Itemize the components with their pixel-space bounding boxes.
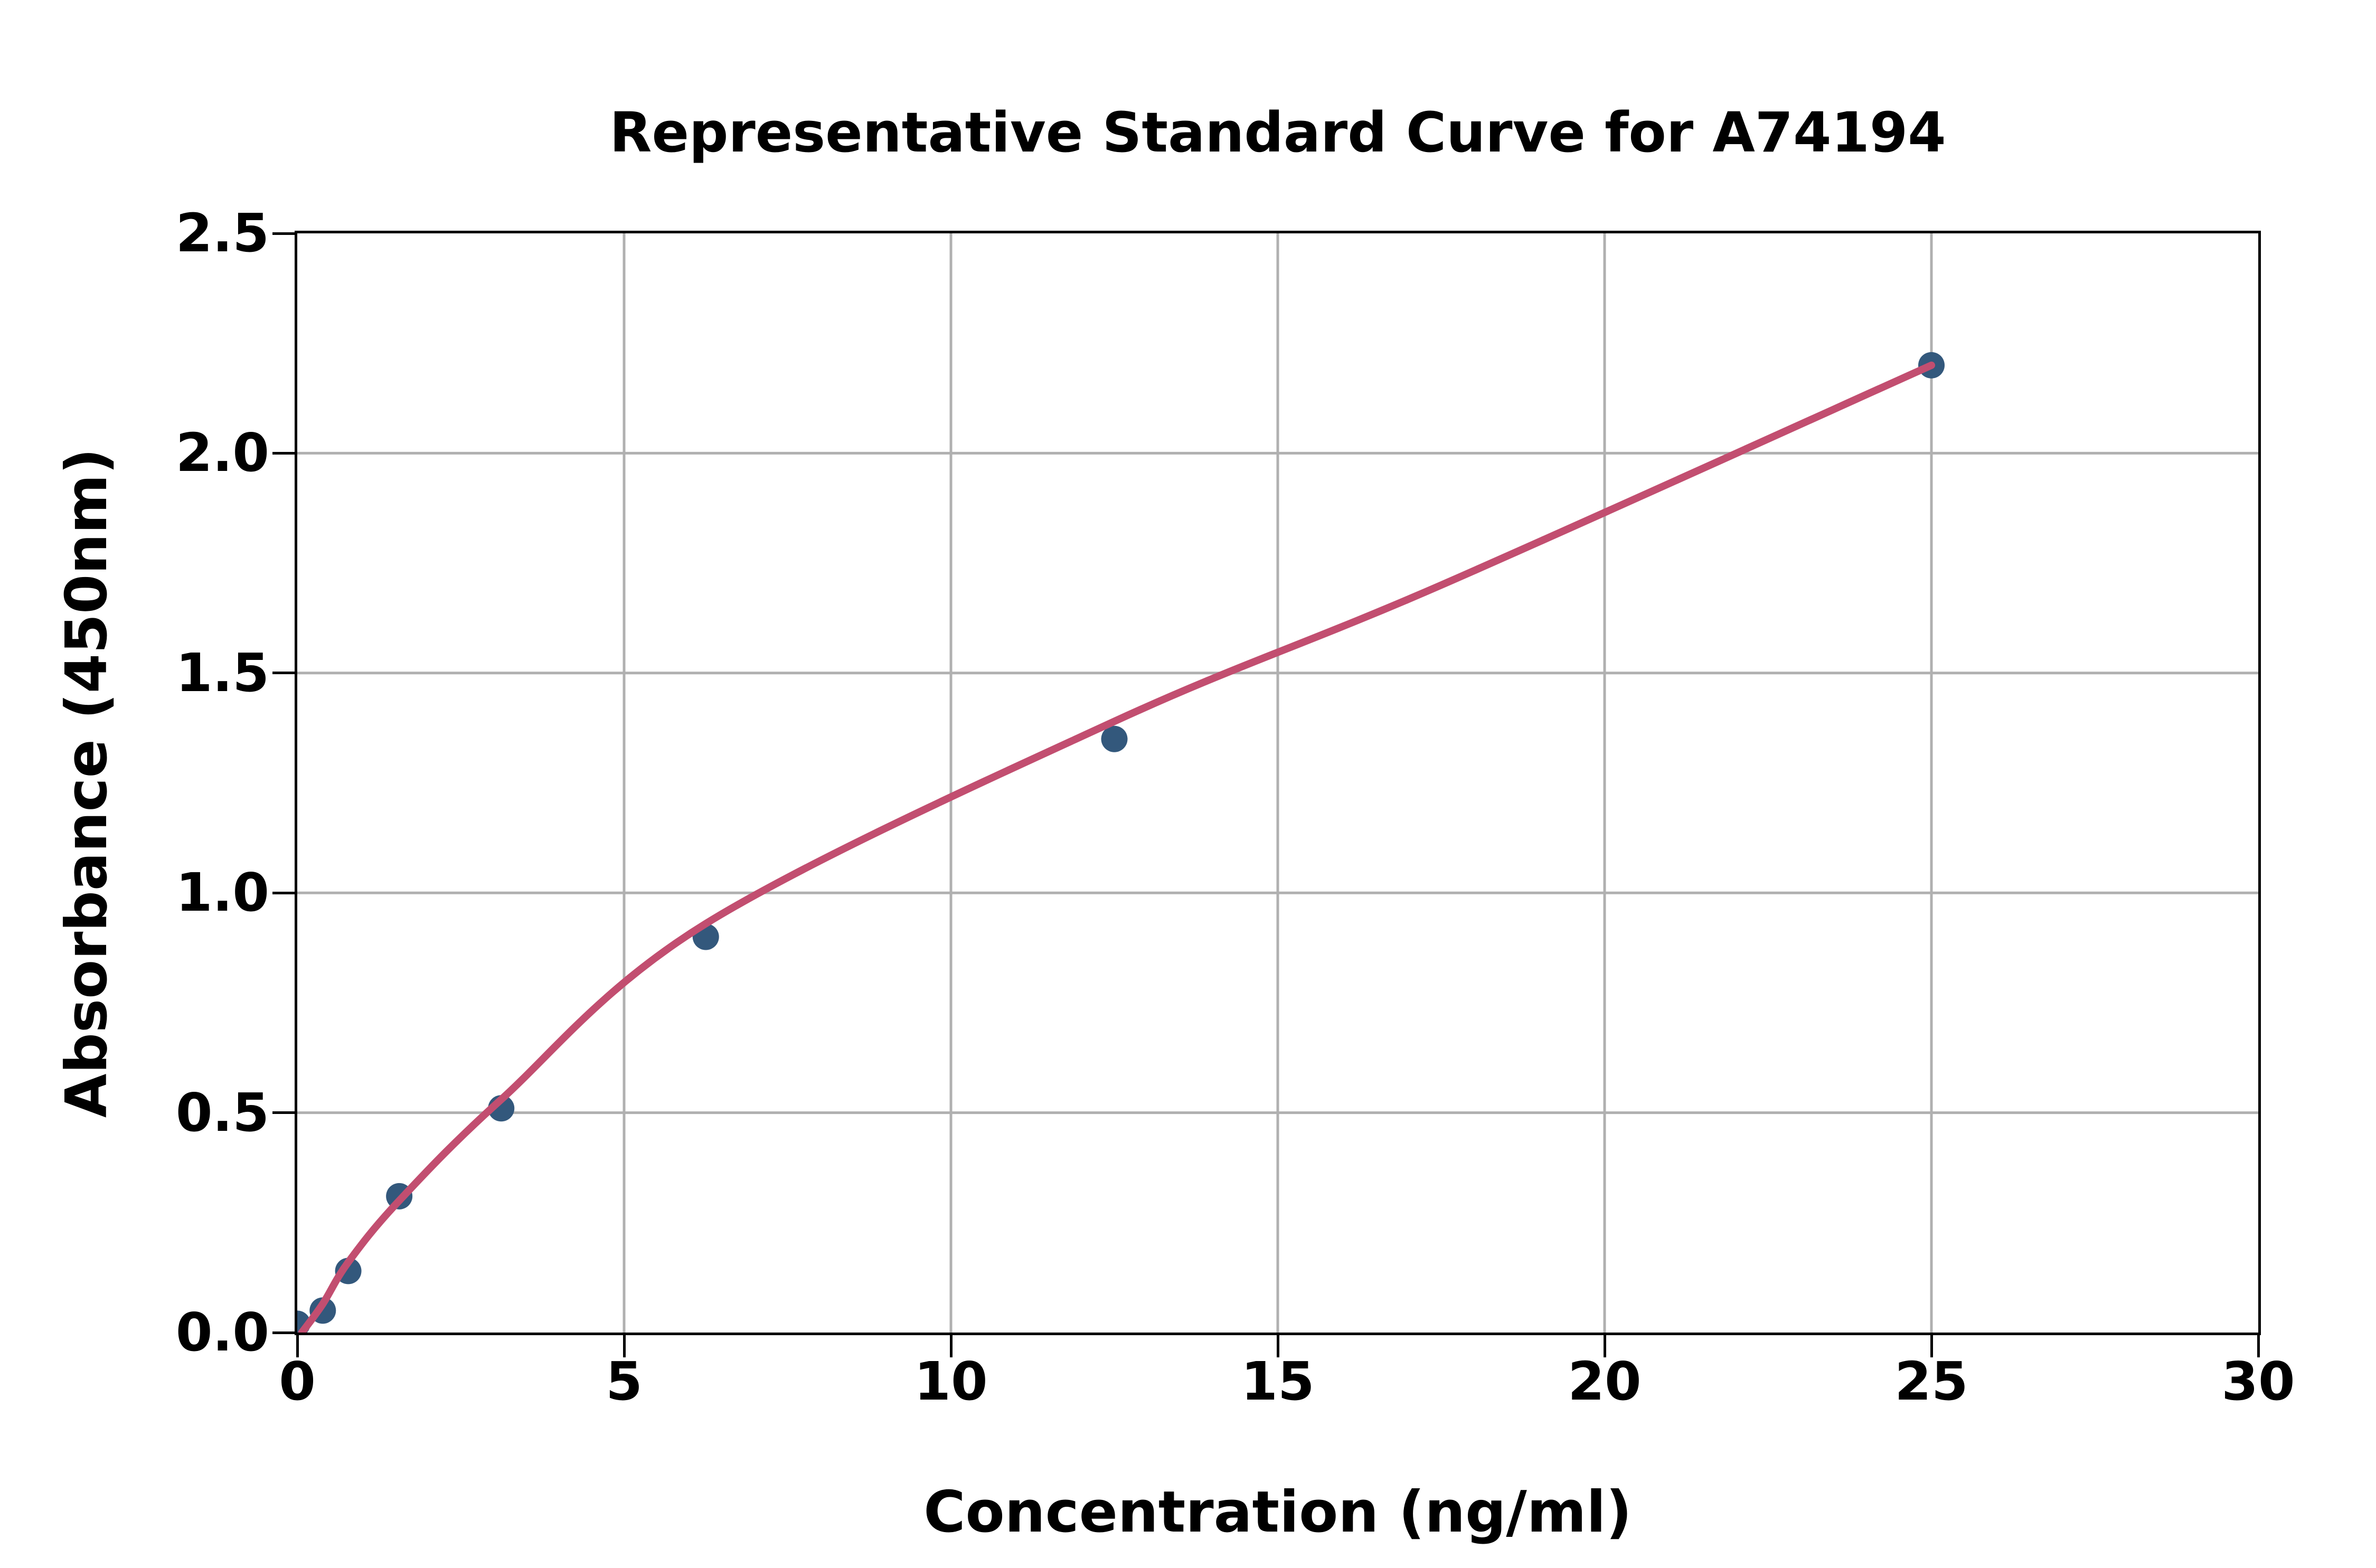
chart-title: Representative Standard Curve for A74194	[609, 100, 1946, 165]
fit-curve	[298, 361, 1935, 1333]
x-tick-label: 5	[606, 1350, 643, 1412]
x-tick-mark	[1603, 1335, 1606, 1357]
y-tick-label: 1.0	[175, 862, 269, 924]
y-tick-mark	[272, 672, 295, 675]
y-tick-mark	[272, 1331, 295, 1334]
y-tick-mark	[272, 451, 295, 455]
y-tick-label: 0.0	[175, 1301, 269, 1363]
y-axis-label: Absorbance (450nm)	[54, 448, 120, 1118]
x-tick-label: 10	[914, 1350, 988, 1412]
x-tick-mark	[949, 1335, 953, 1357]
x-tick-label: 15	[1241, 1350, 1315, 1412]
x-tick-mark	[623, 1335, 626, 1357]
y-tick-mark	[272, 1111, 295, 1114]
y-tick-label: 1.5	[175, 641, 269, 704]
x-tick-label: 25	[1894, 1350, 1968, 1412]
x-tick-mark	[296, 1335, 299, 1357]
x-tick-label: 20	[1568, 1350, 1642, 1412]
y-tick-label: 0.5	[175, 1081, 269, 1144]
y-tick-mark	[272, 891, 295, 894]
x-axis-label: Concentration (ng/ml)	[923, 1479, 1632, 1545]
y-tick-label: 2.0	[175, 422, 269, 484]
x-tick-mark	[1276, 1335, 1279, 1357]
plot-svg	[297, 233, 2258, 1333]
y-tick-label: 2.5	[175, 202, 269, 264]
x-tick-label: 30	[2221, 1350, 2295, 1412]
x-tick-mark	[2257, 1335, 2260, 1357]
x-tick-label: 0	[279, 1350, 316, 1412]
y-tick-mark	[272, 232, 295, 235]
x-tick-mark	[1930, 1335, 1933, 1357]
plot-area	[295, 231, 2261, 1335]
data-point	[1101, 725, 1128, 752]
